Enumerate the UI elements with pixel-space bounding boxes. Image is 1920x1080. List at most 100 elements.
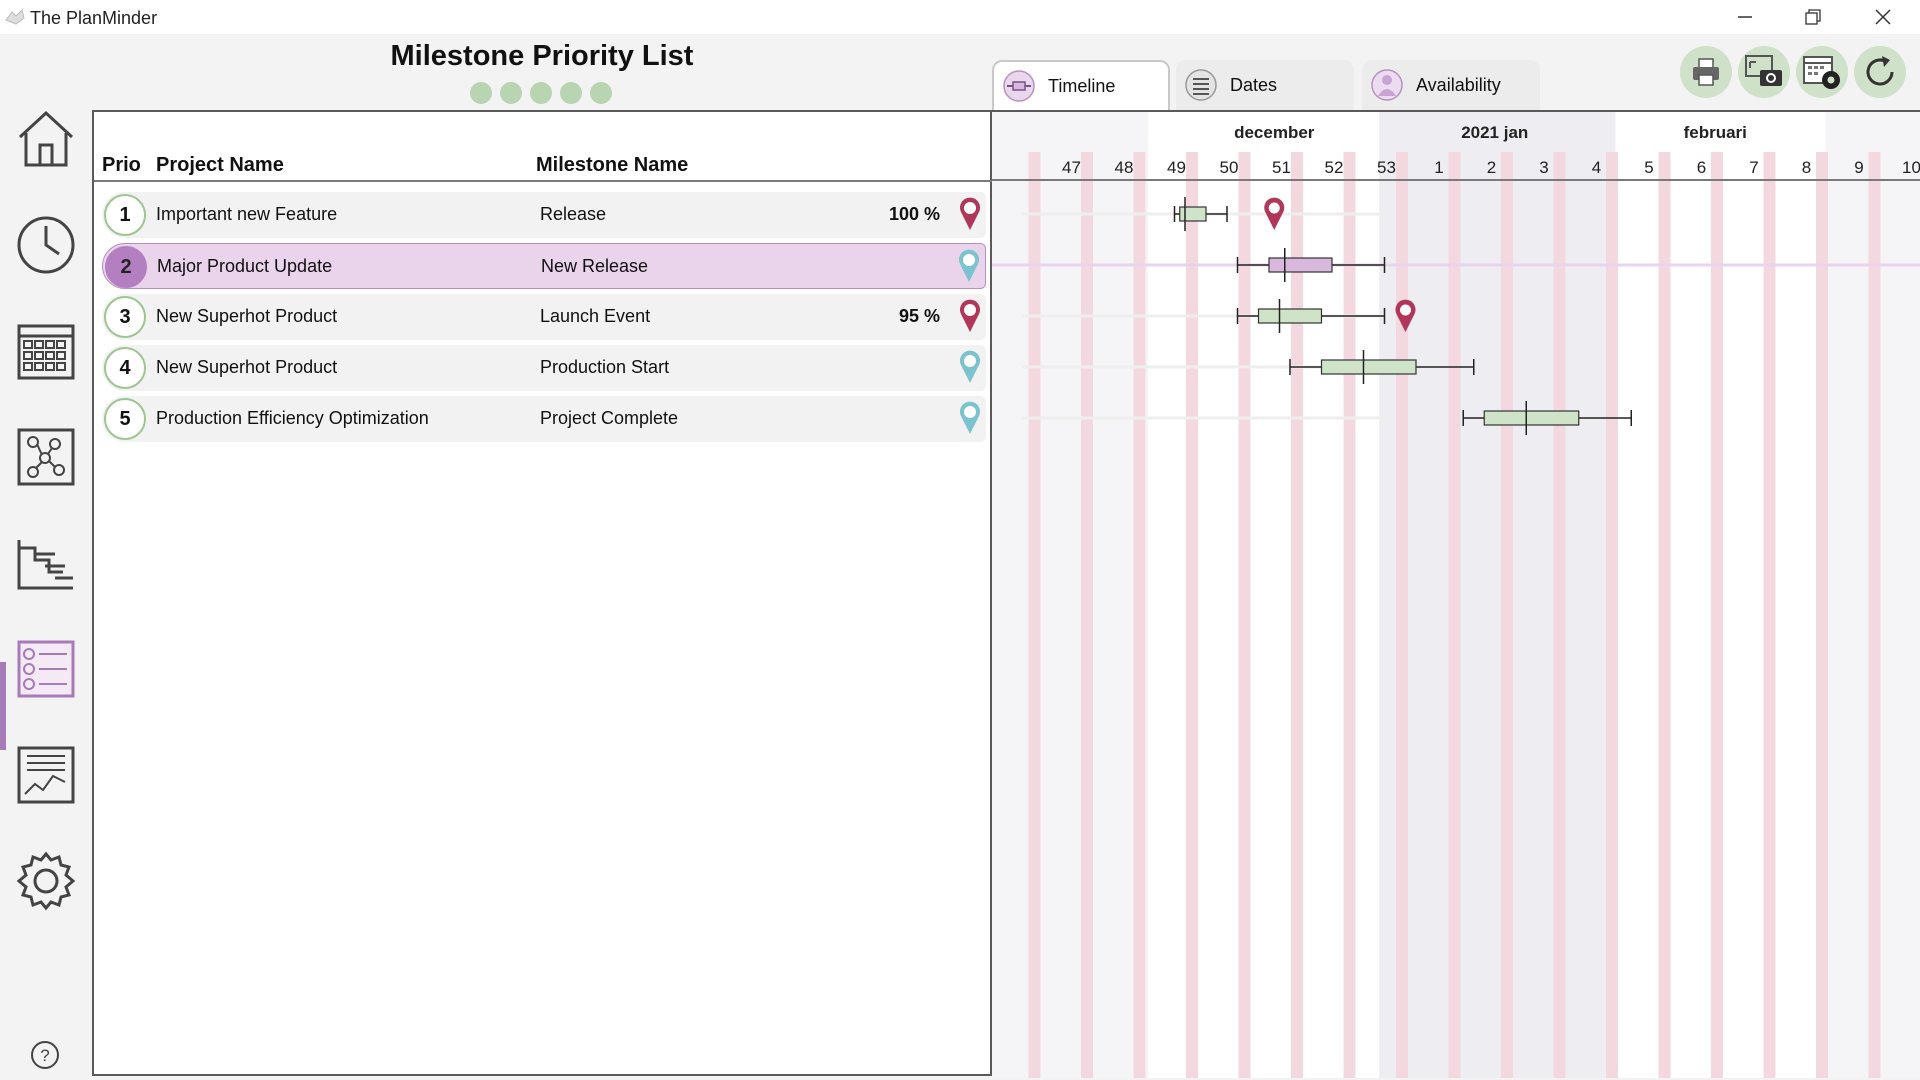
milestone-pin-icon[interactable] xyxy=(958,349,982,385)
sidebar-item-gantt[interactable] xyxy=(10,524,82,602)
milestone-pin-hole xyxy=(1268,202,1280,214)
month-label: december xyxy=(1234,123,1315,142)
page-dot[interactable] xyxy=(560,82,582,104)
report-icon xyxy=(17,746,75,804)
column-header-project[interactable]: Project Name xyxy=(156,154,284,176)
page-dot[interactable] xyxy=(590,82,612,104)
milestone-list-panel: Prio Project Name Milestone Name 1 Import… xyxy=(92,110,992,1076)
sidebar: ? xyxy=(0,34,92,1080)
project-name: New Superhot Product xyxy=(156,306,338,326)
title-bar: The PlanMinder xyxy=(0,0,1920,34)
page-dot[interactable] xyxy=(530,82,552,104)
weekend-stripe xyxy=(1763,152,1776,1078)
prio-badge: 3 xyxy=(104,296,146,338)
week-label: 4 xyxy=(1592,158,1601,177)
range-box xyxy=(1268,257,1333,273)
prio-badge: 5 xyxy=(104,398,146,440)
network-icon xyxy=(17,428,75,486)
weekend-stripe xyxy=(1186,152,1198,1078)
page-title: Milestone Priority List xyxy=(390,40,694,72)
page-dot[interactable] xyxy=(470,82,492,104)
sidebar-item-network[interactable] xyxy=(10,418,82,496)
minimize-button[interactable] xyxy=(1710,0,1780,34)
clock-icon xyxy=(17,216,75,274)
project-name: Production Efficiency Optimization xyxy=(156,408,429,428)
week-label: 47 xyxy=(1062,158,1081,177)
week-label: 6 xyxy=(1697,158,1706,177)
weekend-stripe xyxy=(1081,152,1093,1078)
weekend-stripe xyxy=(1238,152,1251,1078)
week-label: 51 xyxy=(1272,158,1291,177)
refresh-button[interactable] xyxy=(1854,46,1906,98)
help-icon[interactable]: ? xyxy=(30,1040,60,1070)
sidebar-item-calendar[interactable] xyxy=(10,312,82,390)
week-label: 5 xyxy=(1644,158,1653,177)
tab-dates[interactable]: Dates xyxy=(1176,60,1354,110)
milestone-pin-icon[interactable] xyxy=(958,298,982,334)
milestone-name: Production Start xyxy=(540,357,670,377)
milestone-pin-icon[interactable] xyxy=(958,400,982,436)
milestone-pin-hole xyxy=(1400,304,1411,316)
week-label: 52 xyxy=(1325,158,1344,177)
week-label: 8 xyxy=(1802,158,1811,177)
sidebar-item-clock[interactable] xyxy=(10,206,82,284)
milestone-name: Release xyxy=(540,204,607,224)
print-button[interactable] xyxy=(1680,46,1732,98)
milestone-name: Launch Event xyxy=(540,306,651,326)
page-dots xyxy=(470,82,612,104)
snapshot-icon xyxy=(1745,55,1782,86)
week-label: 50 xyxy=(1220,158,1239,177)
refresh-icon xyxy=(1866,56,1894,86)
week-label: 49 xyxy=(1167,158,1186,177)
calendar-settings-icon xyxy=(1803,56,1840,89)
settings-gear-icon xyxy=(16,851,76,911)
range-box xyxy=(1320,359,1417,375)
table-row[interactable]: 3 New Superhot Product Launch Event 95 % xyxy=(102,294,986,340)
calendar-icon xyxy=(17,324,75,380)
project-name: New Superhot Product xyxy=(156,357,338,377)
completion-percent: 95 % xyxy=(898,306,940,326)
week-label: 53 xyxy=(1377,158,1396,177)
tab-availability[interactable]: Availability xyxy=(1362,60,1540,110)
tab-label: Dates xyxy=(1230,74,1278,95)
home-icon xyxy=(18,110,74,167)
restore-button[interactable] xyxy=(1778,0,1848,34)
timeline-panel: december 2021 jan februari 47 48 49 50 51 52 53 1 2… xyxy=(992,110,1920,1078)
sidebar-item-priority-list[interactable] xyxy=(10,630,82,708)
sidebar-item-settings[interactable] xyxy=(10,842,82,920)
snapshot-button[interactable] xyxy=(1738,46,1790,98)
app-logo-icon xyxy=(5,9,25,25)
table-row[interactable]: 2 Major Product Update New Release xyxy=(102,243,986,289)
dates-icon xyxy=(1185,69,1217,101)
tab-label: Timeline xyxy=(1048,75,1116,96)
sidebar-item-report[interactable] xyxy=(10,736,82,814)
milestone-pin-icon[interactable] xyxy=(958,196,982,232)
column-header-milestone[interactable]: Milestone Name xyxy=(536,154,689,176)
weekend-stripe xyxy=(1658,152,1671,1078)
tab-timeline[interactable]: Timeline xyxy=(992,60,1170,110)
weekend-stripe xyxy=(1553,152,1566,1078)
weekend-stripe xyxy=(1133,152,1146,1078)
weekend-stripe xyxy=(1448,152,1461,1078)
minimize-icon xyxy=(1738,16,1752,18)
header-divider xyxy=(94,180,992,182)
table-row[interactable]: 1 Important new Feature Release 100 % xyxy=(102,192,986,238)
table-row[interactable]: 5 Production Efficiency Optimization Proje… xyxy=(102,396,986,442)
table-row[interactable]: 4 New Superhot Product Production Start xyxy=(102,345,986,391)
prio-badge: 2 xyxy=(105,246,147,288)
range-box xyxy=(1179,206,1207,222)
window-title: The PlanMinder xyxy=(30,8,158,28)
sidebar-item-home[interactable] xyxy=(10,100,82,178)
completion-percent: 100 % xyxy=(888,204,940,224)
tab-label: Availability xyxy=(1416,74,1501,95)
weekend-stripe xyxy=(1396,152,1408,1078)
column-header-prio[interactable]: Prio xyxy=(102,154,141,176)
milestone-pin-icon[interactable] xyxy=(957,248,981,284)
calendar-settings-button[interactable] xyxy=(1796,46,1848,98)
project-name: Important new Feature xyxy=(156,204,338,224)
prio-badge: 4 xyxy=(104,347,146,389)
close-button[interactable] xyxy=(1848,0,1918,34)
page-dot[interactable] xyxy=(500,82,522,104)
week-label: 48 xyxy=(1115,158,1134,177)
